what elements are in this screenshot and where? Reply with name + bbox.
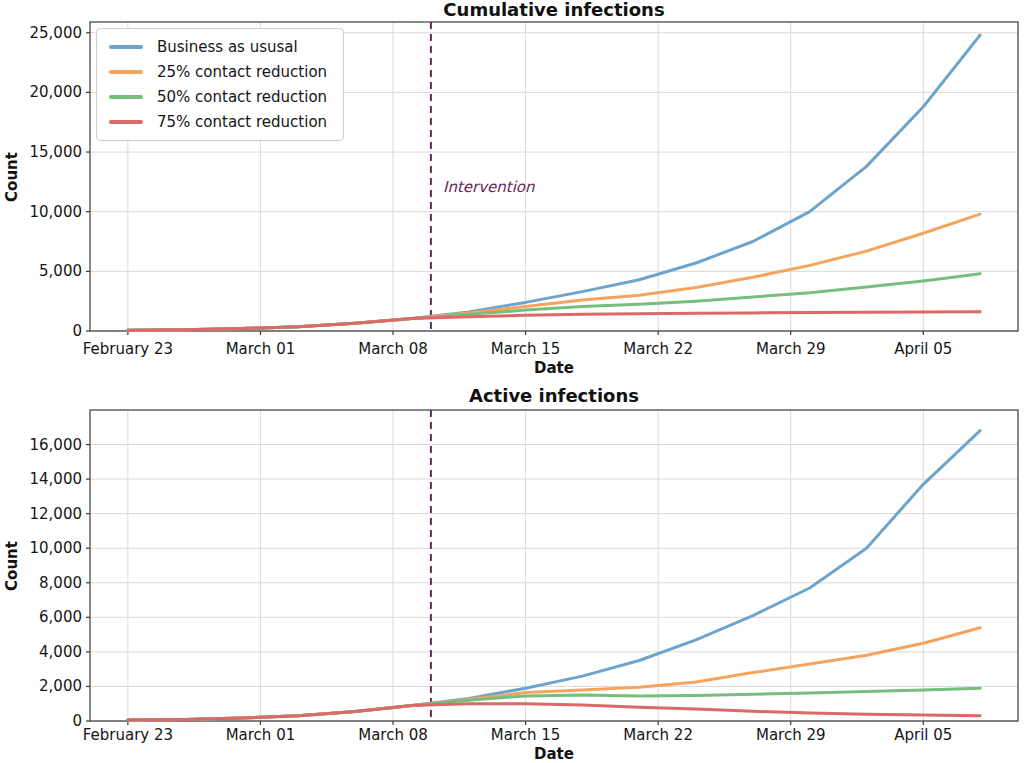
chart-title-cumulative: Cumulative infections	[443, 0, 664, 20]
x-tick-label: March 22	[623, 726, 693, 744]
y-tick-label: 14,000	[30, 470, 83, 488]
legend-item: 25% contact reduction	[109, 63, 327, 81]
y-tick-label: 10,000	[30, 203, 83, 221]
y-tick-label: 5,000	[39, 262, 82, 280]
active-plot-layer: February 23 March 01 March 08 March 15 March…	[30, 410, 1019, 744]
y-tick-label: 0	[72, 712, 82, 730]
y-tick-label: 12,000	[30, 505, 83, 523]
series-line-r75	[128, 704, 980, 720]
x-tick-label: April 05	[894, 726, 952, 744]
legend-label: 50% contact reduction	[157, 88, 327, 106]
y-tick-label: 15,000	[30, 143, 83, 161]
legend-label: 25% contact reduction	[157, 63, 327, 81]
y-tick-label: 10,000	[30, 539, 83, 557]
legend-item: 75% contact reduction	[109, 113, 327, 131]
x-tick-label: March 08	[358, 340, 428, 358]
x-tick-label: February 23	[83, 340, 173, 358]
series-line-r25	[128, 628, 980, 720]
y-axis-label-cumulative: Count	[3, 152, 21, 202]
legend-swatch-icon	[109, 95, 143, 99]
x-tick-label: March 01	[226, 726, 296, 744]
legend-label: Business as ususal	[157, 38, 298, 56]
y-axis-label-active: Count	[3, 541, 21, 591]
x-tick-label: March 29	[756, 726, 826, 744]
legend-item: Business as ususal	[109, 38, 327, 56]
series-line-bau	[128, 431, 980, 720]
legend-swatch-icon	[109, 120, 143, 124]
legend-item: 50% contact reduction	[109, 88, 327, 106]
y-tick-label: 25,000	[30, 24, 83, 42]
figure: February 23 March 01 March 08 March 15 March…	[0, 0, 1024, 763]
chart-title-active: Active infections	[469, 385, 639, 406]
y-tick-label: 6,000	[39, 608, 82, 626]
x-tick-label: April 05	[894, 340, 952, 358]
x-tick-label: March 29	[756, 340, 826, 358]
y-tick-label: 0	[72, 322, 82, 340]
series-line-r75	[128, 312, 980, 331]
x-tick-label: March 15	[491, 726, 561, 744]
x-axis-label-cumulative: Date	[534, 359, 574, 377]
y-tick-label: 16,000	[30, 436, 83, 454]
y-tick-label: 20,000	[30, 83, 83, 101]
x-tick-label: March 22	[623, 340, 693, 358]
y-tick-label: 4,000	[39, 643, 82, 661]
y-tick-label: 2,000	[39, 677, 82, 695]
x-tick-label: February 23	[83, 726, 173, 744]
x-tick-label: March 15	[491, 340, 561, 358]
active-chart-canvas: February 23 March 01 March 08 March 15 March…	[0, 382, 1024, 763]
legend-swatch-icon	[109, 45, 143, 49]
y-tick-label: 8,000	[39, 574, 82, 592]
legend: Business as ususal 25% contact reduction 5…	[96, 28, 344, 141]
legend-label: 75% contact reduction	[157, 113, 327, 131]
plot-border	[90, 410, 1018, 721]
x-tick-label: March 08	[358, 726, 428, 744]
x-tick-label: March 01	[226, 340, 296, 358]
legend-swatch-icon	[109, 70, 143, 74]
active-infections-chart: February 23 March 01 March 08 March 15 March…	[0, 382, 1024, 763]
x-axis-label-active: Date	[534, 745, 574, 763]
cumulative-infections-chart: February 23 March 01 March 08 March 15 March…	[0, 0, 1024, 381]
intervention-annotation: Intervention	[443, 178, 535, 196]
